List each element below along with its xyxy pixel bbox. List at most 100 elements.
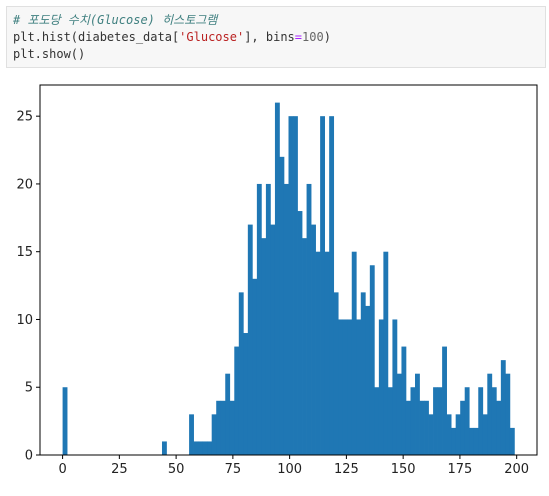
- histogram-bar: [396, 373, 402, 455]
- histogram-bar: [464, 387, 470, 455]
- code-comment: # 포도당 수치(Glucose) 히스토그램: [13, 13, 218, 27]
- histogram-bar: [256, 183, 262, 455]
- x-tick-label: 200: [504, 462, 529, 477]
- histogram-bar: [401, 346, 407, 455]
- histogram-bar: [451, 427, 457, 455]
- histogram-bar: [229, 400, 235, 455]
- histogram-bar: [216, 400, 222, 455]
- histogram-bar: [306, 183, 312, 455]
- histogram-bar: [338, 319, 344, 455]
- histogram-bar: [279, 156, 285, 455]
- x-tick-label: 50: [168, 462, 185, 477]
- histogram-bar: [356, 319, 362, 455]
- histogram-bar: [293, 116, 298, 455]
- histogram-bar: [311, 224, 316, 455]
- x-tick-label: 100: [277, 462, 302, 477]
- histogram-bar: [374, 387, 380, 455]
- histogram-bar: [189, 414, 194, 455]
- x-tick-label: 25: [111, 462, 128, 477]
- histogram-bar: [252, 278, 258, 455]
- histogram-bar: [455, 414, 461, 455]
- histogram-bar: [234, 346, 240, 455]
- histogram-bar: [288, 116, 294, 455]
- code-comment-line: # 포도당 수치(Glucose) 히스토그램: [13, 12, 539, 29]
- histogram-bar: [261, 238, 267, 455]
- histogram-bar: [505, 373, 511, 455]
- code-show-line: plt.show(): [13, 47, 86, 61]
- histogram-bar: [446, 414, 452, 455]
- y-tick-label: 20: [16, 177, 33, 192]
- histogram-bar: [378, 319, 384, 455]
- histogram-bar: [329, 116, 335, 455]
- y-tick-label: 5: [25, 381, 33, 396]
- y-axis: 0 5 10 15 20 25: [16, 110, 40, 464]
- histogram-bar: [324, 251, 330, 455]
- histogram-bar: [509, 427, 515, 455]
- y-tick-label: 0: [25, 449, 33, 464]
- code-bins-value: 100: [302, 30, 324, 44]
- cell-output: 0 25 50 75 100 125 150 175 200 0 5 10 15 20 25: [0, 72, 549, 492]
- histogram-bar: [198, 441, 204, 455]
- histogram-bar: [383, 251, 389, 455]
- histogram-bar: [482, 414, 488, 455]
- code-close-paren: ): [323, 30, 331, 44]
- histogram-bar: [433, 387, 438, 455]
- histogram-bar: [225, 373, 231, 455]
- histogram-bar: [347, 319, 353, 455]
- code-hist-call: plt.hist(diabetes_data[: [13, 30, 180, 44]
- histogram-bar: [193, 441, 199, 455]
- histogram-bars: [62, 102, 515, 455]
- histogram-bar: [473, 427, 479, 455]
- histogram-bar: [496, 400, 502, 455]
- histogram-bar: [302, 238, 307, 455]
- histogram-bar: [392, 319, 398, 455]
- histogram-bar: [437, 387, 443, 455]
- histogram-bar: [315, 251, 321, 455]
- histogram-bar: [274, 102, 280, 455]
- histogram-bar: [491, 387, 497, 455]
- code-hist-line: plt.hist(diabetes_data['Glucose'], bins=…: [13, 29, 539, 46]
- x-axis: 0 25 50 75 100 125 150 175 200: [58, 455, 529, 477]
- histogram-bar: [265, 183, 271, 455]
- histogram-bar: [428, 414, 434, 455]
- histogram-bar: [469, 427, 475, 455]
- histogram-bar: [220, 400, 226, 455]
- y-tick-label: 10: [16, 313, 33, 328]
- histogram-bar: [369, 265, 375, 455]
- histogram-bar: [460, 400, 466, 455]
- histogram-bar: [270, 224, 276, 455]
- histogram-bar: [62, 387, 68, 455]
- histogram-bar: [442, 346, 447, 455]
- x-tick-label: 125: [334, 462, 359, 477]
- histogram-bar: [161, 441, 167, 455]
- code-column-string: 'Glucose': [179, 30, 245, 44]
- histogram-bar: [405, 400, 411, 455]
- x-tick-label: 175: [448, 462, 473, 477]
- histogram-bar: [297, 211, 303, 455]
- plot-frame: [39, 84, 538, 456]
- histogram-bar: [238, 292, 244, 455]
- histogram-bar: [419, 400, 425, 455]
- histogram-bar: [415, 373, 420, 455]
- y-tick-label: 15: [16, 245, 33, 260]
- glucose-histogram: 0 25 50 75 100 125 150 175 200 0 5 10 15 20 25: [16, 84, 538, 477]
- histogram-bar: [207, 441, 213, 455]
- histogram-bar: [360, 292, 366, 455]
- histogram-bar: [243, 333, 249, 455]
- histogram-bar: [478, 387, 484, 455]
- x-tick-label: 0: [58, 462, 66, 477]
- code-bins-arg: ], bins: [244, 30, 295, 44]
- histogram-bar: [247, 224, 253, 455]
- histogram-bar: [410, 387, 416, 455]
- histogram-bar: [500, 360, 506, 455]
- code-equals: =: [294, 30, 303, 44]
- histogram-bar: [365, 305, 371, 455]
- histogram-bar: [333, 292, 339, 455]
- x-tick-label: 75: [225, 462, 242, 477]
- histogram-bar: [342, 319, 348, 455]
- code-cell[interactable]: # 포도당 수치(Glucose) 히스토그램 plt.hist(diabete…: [6, 6, 546, 68]
- histogram-bar: [424, 400, 429, 455]
- y-tick-label: 25: [16, 110, 33, 125]
- histogram-bar: [202, 441, 208, 455]
- histogram-bar: [211, 414, 217, 455]
